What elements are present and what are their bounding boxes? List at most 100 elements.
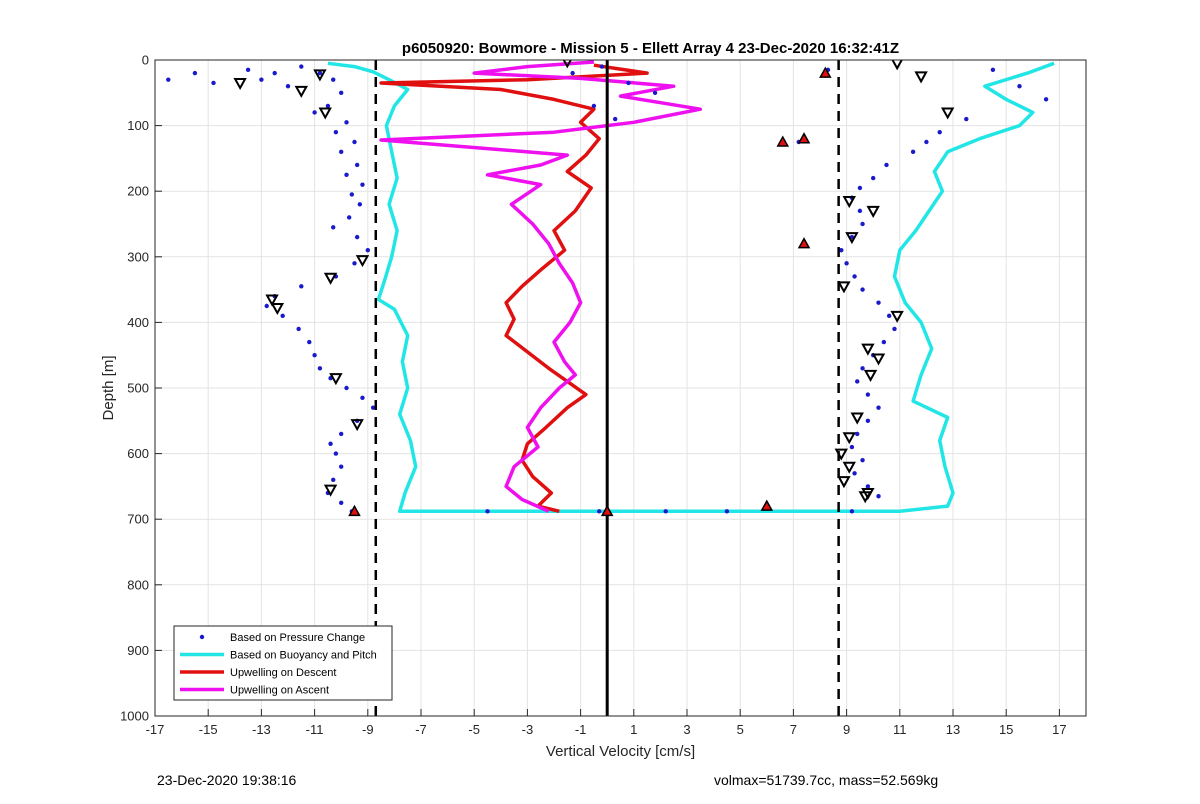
data-point xyxy=(344,172,349,177)
marker-triangle-red xyxy=(797,132,811,144)
data-point xyxy=(990,67,996,73)
data-point xyxy=(876,494,881,499)
markers-triangle-up xyxy=(348,66,832,517)
x-tick-label: -11 xyxy=(306,722,324,737)
data-point xyxy=(570,70,575,76)
data-point xyxy=(884,162,889,168)
series-line xyxy=(327,61,1055,514)
legend-swatch-dot xyxy=(199,634,205,640)
data-point xyxy=(166,77,171,82)
data-point xyxy=(264,303,269,309)
x-tick-label: 11 xyxy=(893,722,907,737)
data-point xyxy=(855,431,860,437)
data-point xyxy=(328,441,333,446)
legend-label: Based on Pressure Change xyxy=(230,632,365,644)
marker-triangle xyxy=(914,71,928,84)
data-point xyxy=(591,103,597,109)
marker-triangle-red xyxy=(819,66,832,78)
x-tick-label: -5 xyxy=(468,722,480,737)
footer-timestamp: 23-Dec-2020 19:38:16 xyxy=(157,772,297,788)
data-point xyxy=(844,261,849,266)
data-point xyxy=(192,70,198,76)
x-tick-label: -15 xyxy=(199,722,218,737)
marker-triangle xyxy=(940,107,955,120)
data-point xyxy=(325,103,331,109)
data-point xyxy=(886,313,892,319)
marker-triangle xyxy=(323,484,338,497)
data-point xyxy=(849,509,855,514)
data-point xyxy=(357,202,363,207)
marker-triangle-red xyxy=(348,504,361,517)
marker-triangle xyxy=(834,448,848,461)
x-tick-label: 1 xyxy=(630,722,637,737)
data-point xyxy=(317,70,323,76)
data-point xyxy=(360,395,365,401)
x-tick-label: -3 xyxy=(522,722,534,737)
data-point xyxy=(663,509,668,514)
data-point xyxy=(339,500,344,505)
x-tick-label: -1 xyxy=(575,722,587,737)
x-tick-label: 9 xyxy=(843,722,850,737)
y-tick-label: 900 xyxy=(127,643,149,658)
marker-triangle xyxy=(329,373,343,386)
data-point xyxy=(272,70,277,76)
chart-title: p6050920: Bowmore - Mission 5 - Ellett A… xyxy=(402,40,899,57)
data-point xyxy=(652,90,658,96)
data-point xyxy=(339,90,344,96)
marker-triangle xyxy=(318,107,332,120)
data-point xyxy=(333,451,339,456)
marker-triangle xyxy=(850,412,864,425)
series-pressure-points xyxy=(166,64,1049,514)
data-point xyxy=(849,444,855,450)
data-point xyxy=(259,77,264,82)
marker-triangle xyxy=(562,60,572,69)
legend-label: Based on Buoyancy and Pitch xyxy=(230,650,377,662)
markers-triangle-down xyxy=(233,60,955,504)
data-point xyxy=(839,248,844,253)
data-point xyxy=(865,418,871,423)
x-tick-label: 7 xyxy=(790,722,797,737)
x-tick-label: -13 xyxy=(252,722,271,737)
y-tick-label: 400 xyxy=(127,315,149,330)
y-tick-label: 1000 xyxy=(120,709,149,724)
x-tick-label: -7 xyxy=(415,722,427,737)
data-point xyxy=(331,77,336,82)
marker-triangle xyxy=(350,419,364,432)
data-point xyxy=(485,509,490,514)
data-point xyxy=(365,248,370,253)
marker-triangle xyxy=(313,69,327,82)
marker-triangle-red xyxy=(600,504,614,517)
x-tick-label: 5 xyxy=(737,722,744,737)
plot-series xyxy=(166,60,1055,716)
data-point xyxy=(360,182,365,187)
legend-label: Upwelling on Descent xyxy=(230,667,336,679)
data-point xyxy=(352,261,357,266)
marker-triangle xyxy=(891,60,903,71)
marker-triangle xyxy=(866,205,880,218)
data-point xyxy=(852,274,857,279)
data-point xyxy=(339,464,344,469)
x-tick-label: 3 xyxy=(683,722,690,737)
data-point xyxy=(339,149,344,155)
data-point xyxy=(1017,84,1022,89)
data-point xyxy=(245,67,251,73)
data-point xyxy=(370,405,376,410)
legend: Based on Pressure Change Based on Buoyanc… xyxy=(173,625,393,701)
x-tick-label: 17 xyxy=(1052,722,1066,737)
x-tick-label: 13 xyxy=(946,722,960,737)
data-point xyxy=(724,509,730,514)
x-tick-label: -9 xyxy=(362,722,374,737)
data-point xyxy=(299,64,304,69)
axis-ticks: -17 -15 -13 -11 -9 -7 -5 -3 -1 1 3 5 7 9 11 13 15 1701002… xyxy=(120,53,1067,738)
marker-triangle xyxy=(861,343,875,356)
data-point xyxy=(865,484,871,489)
y-tick-label: 700 xyxy=(127,512,149,527)
data-point xyxy=(626,80,631,86)
y-tick-label: 800 xyxy=(127,577,149,592)
y-tick-label: 300 xyxy=(127,249,149,264)
data-point xyxy=(852,471,857,476)
data-point xyxy=(876,300,881,305)
marker-triangle xyxy=(845,232,859,245)
marker-triangle xyxy=(871,353,886,366)
